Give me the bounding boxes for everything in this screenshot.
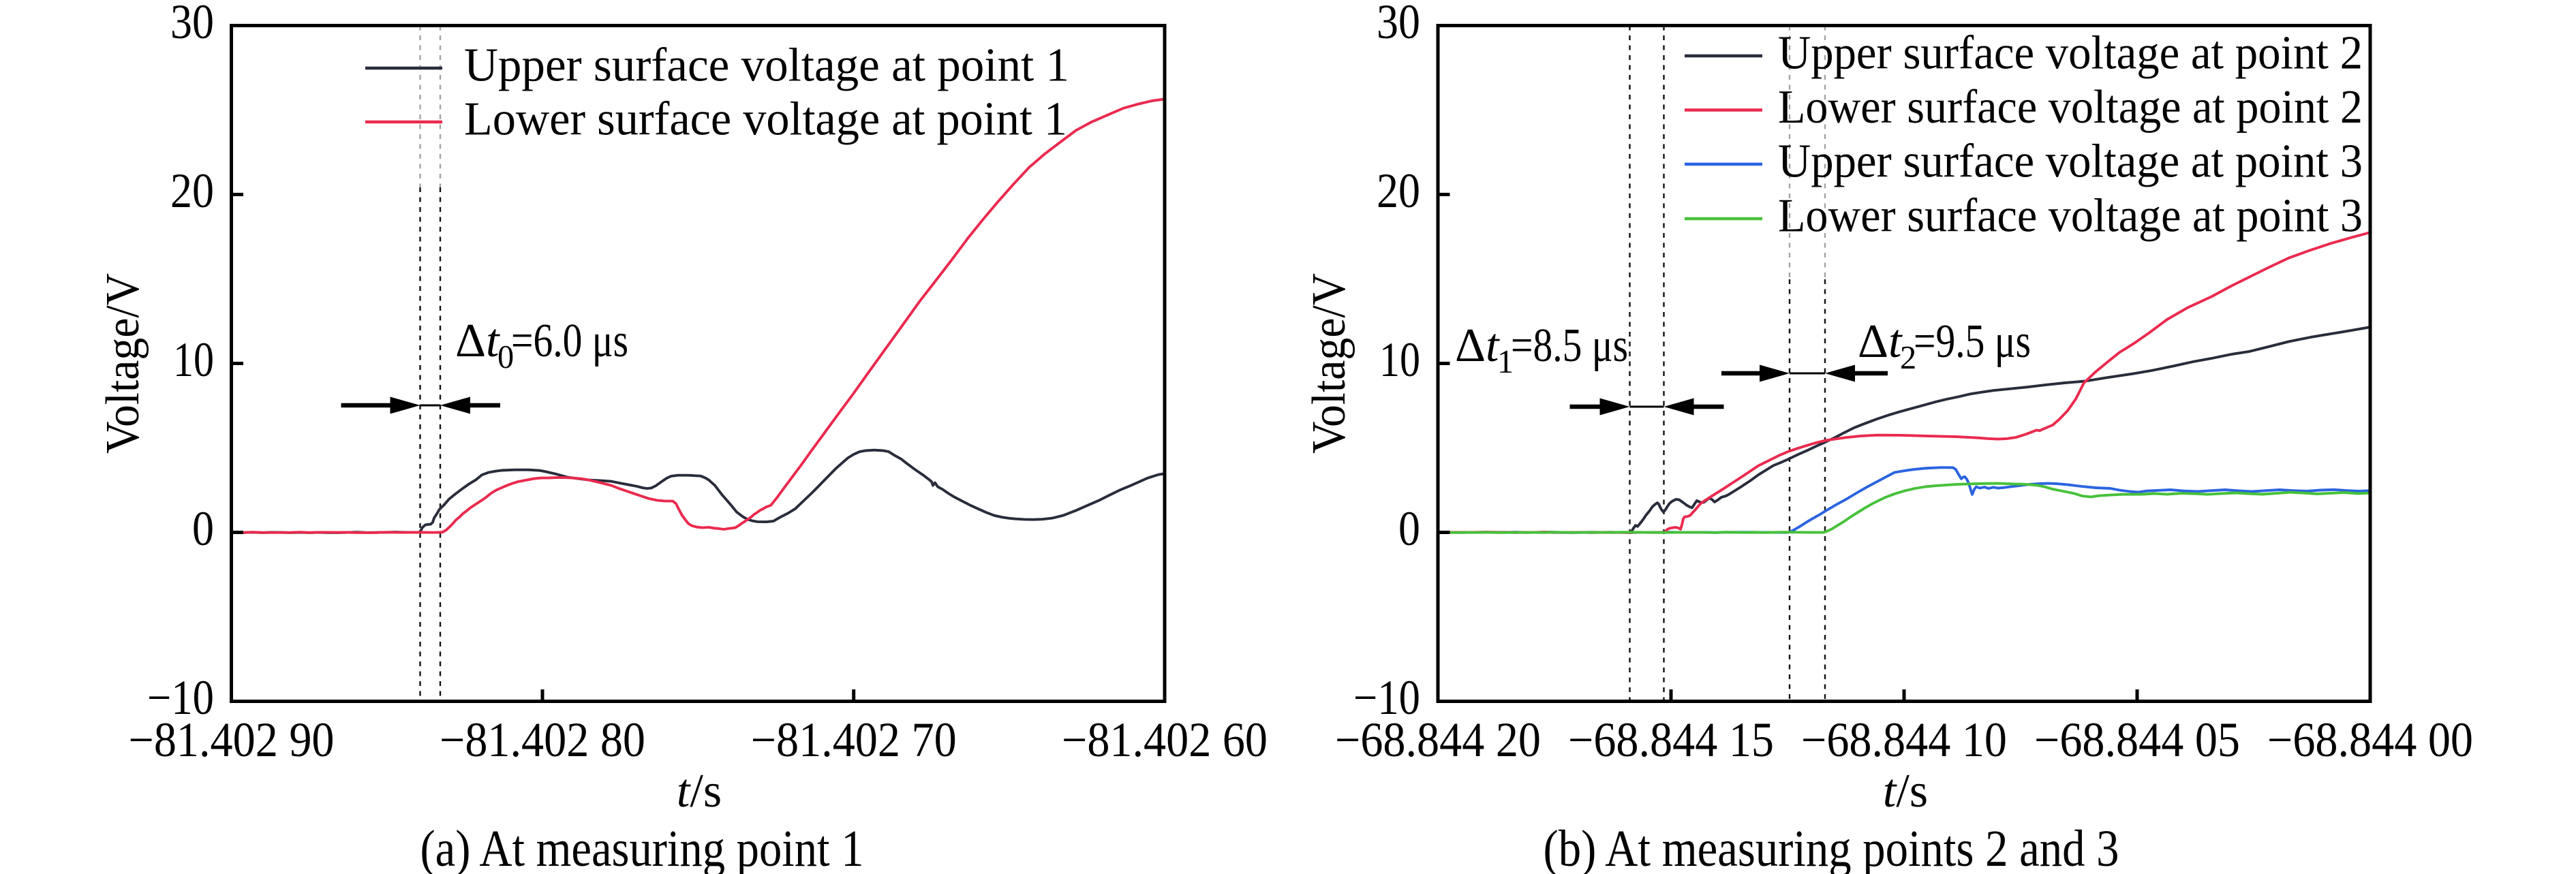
svg-text:0: 0 (192, 501, 214, 556)
svg-text:(a) At measuring point 1: (a) At measuring point 1 (420, 820, 864, 874)
svg-text:20: 20 (170, 163, 214, 218)
svg-text:Lower surface voltage at point: Lower surface voltage at point 1 (464, 93, 1067, 146)
svg-text:t/s: t/s (677, 765, 722, 817)
svg-text:−81.402 70: −81.402 70 (751, 713, 957, 767)
svg-text:−81.402 60: −81.402 60 (1062, 713, 1268, 767)
svg-text:−10: −10 (1353, 670, 1420, 725)
svg-text:−81.402 80: −81.402 80 (440, 713, 645, 767)
svg-text:Δt: Δt (1858, 315, 1903, 368)
svg-text:Upper surface voltage at point: Upper surface voltage at point 2 (1778, 27, 2363, 80)
svg-text:−68.844 20: −68.844 20 (1335, 713, 1541, 767)
svg-text:−68.844 00: −68.844 00 (2267, 713, 2473, 767)
svg-text:−81.402 90: −81.402 90 (129, 713, 335, 767)
svg-text:30: 30 (1377, 0, 1420, 49)
svg-text:−68.844 05: −68.844 05 (2034, 713, 2240, 767)
svg-text:−68.844 15: −68.844 15 (1568, 713, 1774, 767)
svg-text:0: 0 (497, 339, 514, 375)
svg-text:1: 1 (1497, 344, 1514, 380)
svg-text:t/s: t/s (1883, 765, 1928, 817)
svg-text:30: 30 (170, 0, 214, 49)
svg-text:=8.5 μs: =8.5 μs (1511, 319, 1628, 372)
svg-text:Voltage/V: Voltage/V (97, 273, 149, 454)
svg-text:2: 2 (1900, 340, 1916, 376)
svg-text:Upper surface voltage at point: Upper surface voltage at point 1 (464, 40, 1069, 92)
svg-text:10: 10 (1379, 332, 1420, 387)
svg-text:=6.0 μs: =6.0 μs (511, 315, 628, 367)
svg-text:Upper surface voltage at point: Upper surface voltage at point 3 (1778, 136, 2363, 188)
svg-text:(b) At measuring points 2 and: (b) At measuring points 2 and 3 (1544, 820, 2119, 874)
svg-text:Lower surface voltage at point: Lower surface voltage at point 3 (1778, 190, 2363, 243)
svg-text:Δt: Δt (1455, 319, 1500, 372)
svg-text:−68.844 10: −68.844 10 (1801, 713, 2007, 767)
svg-text:Voltage/V: Voltage/V (1303, 273, 1355, 454)
svg-text:Δt: Δt (455, 315, 500, 367)
svg-text:Lower surface voltage at point: Lower surface voltage at point 2 (1778, 81, 2363, 134)
svg-text:−10: −10 (147, 670, 214, 725)
svg-text:10: 10 (173, 332, 214, 387)
svg-text:0: 0 (1398, 501, 1420, 556)
svg-text:20: 20 (1377, 163, 1420, 218)
svg-text:=9.5 μs: =9.5 μs (1914, 315, 2031, 368)
